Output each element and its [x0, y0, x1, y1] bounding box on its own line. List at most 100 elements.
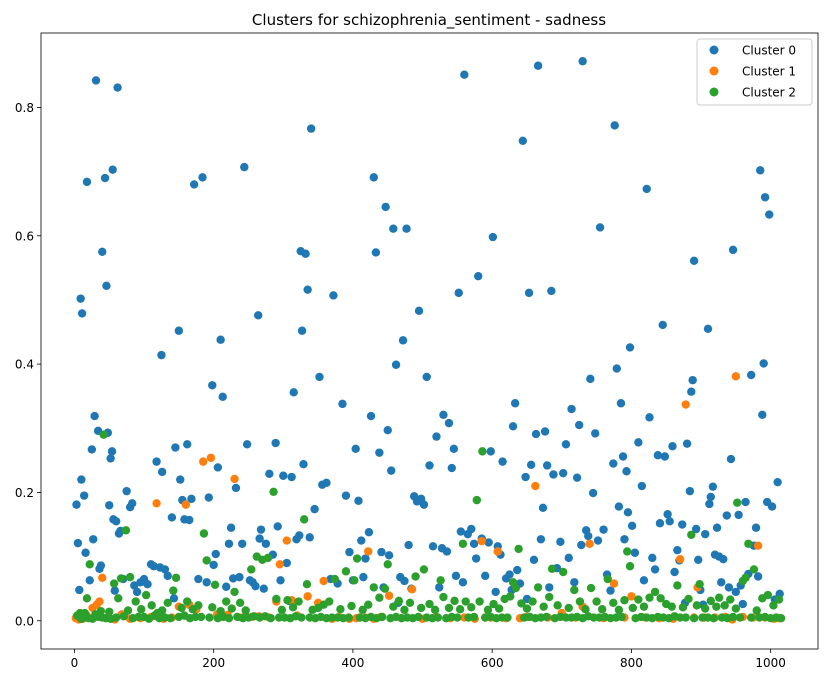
- point-0-206: [574, 420, 584, 430]
- y-tick-label-1: 0.2: [15, 486, 34, 500]
- point-2-242: [733, 498, 742, 507]
- point-2-105: [352, 554, 362, 563]
- point-0-271: [726, 454, 736, 464]
- point-0-208: [578, 57, 587, 66]
- point-2-42: [177, 603, 186, 613]
- point-2-210: [645, 593, 654, 602]
- point-2-154: [489, 599, 498, 609]
- point-0-204: [570, 578, 579, 587]
- point-1-25: [230, 474, 239, 484]
- point-2-80: [283, 596, 292, 605]
- point-2-177: [553, 601, 562, 610]
- point-0-88: [271, 438, 280, 448]
- point-0-101: [301, 249, 310, 258]
- point-0-75: [238, 539, 247, 548]
- point-2-75: [269, 487, 278, 496]
- point-0-17: [98, 247, 107, 257]
- point-0-200: [558, 468, 568, 478]
- point-2-208: [639, 602, 649, 611]
- point-0-231: [634, 438, 643, 447]
- point-0-132: [389, 224, 398, 233]
- point-2-148: [472, 495, 482, 505]
- point-0-50: [171, 443, 180, 452]
- point-0-277: [741, 497, 750, 507]
- point-0-47: [163, 571, 172, 581]
- point-0-252: [687, 387, 696, 396]
- point-2-248: [749, 565, 759, 574]
- point-2-255: [769, 601, 778, 610]
- point-2-82: [288, 603, 298, 612]
- point-1-35: [303, 592, 312, 601]
- point-0-64: [209, 560, 218, 570]
- point-0-39: [143, 579, 152, 589]
- point-2-102: [344, 613, 353, 622]
- point-2-258: [776, 614, 786, 623]
- point-0-100: [299, 460, 308, 469]
- point-2-51: [202, 556, 211, 565]
- point-2-59: [224, 614, 234, 623]
- legend-marker-0: [709, 45, 719, 55]
- point-0-288: [765, 210, 774, 219]
- point-0-24: [108, 165, 117, 174]
- point-0-18: [100, 173, 110, 183]
- point-0-124: [371, 248, 381, 257]
- point-0-1: [73, 538, 83, 548]
- point-2-127: [414, 612, 423, 622]
- point-0-274: [734, 510, 743, 520]
- point-0-272: [728, 245, 738, 255]
- point-0-221: [612, 364, 621, 373]
- point-2-232: [706, 596, 715, 606]
- point-2-109: [364, 600, 373, 609]
- point-2-97: [330, 574, 340, 584]
- point-2-35: [157, 606, 167, 615]
- point-2-21: [121, 526, 131, 535]
- point-0-81: [254, 311, 263, 320]
- point-0-248: [678, 520, 687, 529]
- point-2-22: [123, 606, 133, 615]
- point-0-69: [222, 582, 231, 591]
- x-tick-label-5: 1000: [755, 656, 786, 670]
- point-0-177: [505, 570, 514, 579]
- point-1-31: [275, 560, 285, 569]
- point-0-139: [404, 540, 413, 550]
- point-2-204: [628, 603, 637, 613]
- point-0-95: [289, 388, 298, 397]
- point-2-149: [475, 597, 484, 606]
- point-0-83: [256, 525, 266, 534]
- point-0-245: [670, 567, 679, 577]
- point-0-8: [82, 177, 92, 187]
- point-0-9: [85, 576, 94, 585]
- point-2-114: [377, 612, 387, 622]
- point-2-17: [111, 613, 121, 622]
- point-0-21: [105, 501, 114, 510]
- point-2-4: [82, 594, 92, 603]
- y-tick-label-3: 0.6: [15, 229, 34, 243]
- point-2-10: [96, 606, 106, 616]
- point-2-118: [389, 602, 398, 611]
- point-0-171: [488, 232, 498, 242]
- point-2-135: [436, 576, 445, 585]
- point-2-107: [358, 605, 367, 615]
- point-0-240: [658, 320, 667, 330]
- point-2-103: [347, 601, 356, 611]
- point-0-114: [345, 547, 354, 557]
- point-0-265: [712, 523, 722, 532]
- point-2-168: [528, 597, 537, 606]
- point-2-54: [210, 580, 220, 590]
- point-0-236: [648, 553, 657, 563]
- point-2-104: [350, 576, 359, 585]
- point-1-66: [585, 539, 594, 548]
- point-2-143: [458, 539, 468, 548]
- point-2-166: [522, 604, 532, 613]
- point-0-246: [673, 545, 682, 555]
- legend-label-0: Cluster 0: [742, 44, 796, 58]
- point-0-225: [620, 535, 629, 544]
- point-0-125: [375, 448, 384, 457]
- point-0-130: [384, 551, 394, 560]
- point-0-36: [132, 587, 142, 597]
- point-0-70: [224, 539, 234, 548]
- point-0-48: [167, 513, 177, 522]
- point-0-213: [591, 429, 600, 438]
- point-2-65: [241, 606, 250, 615]
